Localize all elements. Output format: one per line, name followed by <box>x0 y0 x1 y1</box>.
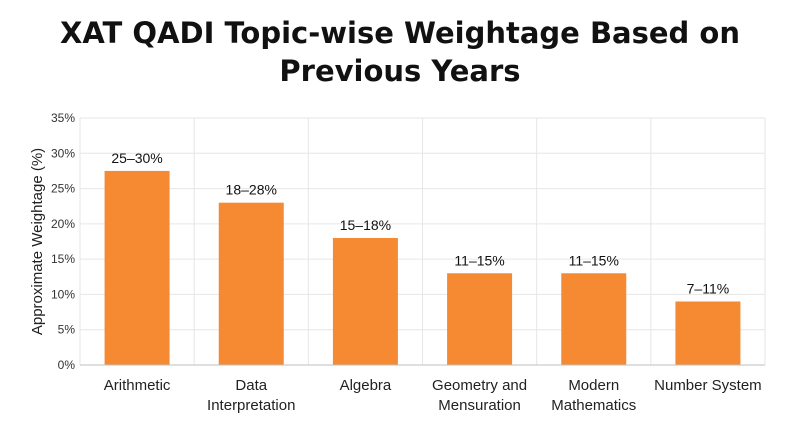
y-tick-label: 30% <box>51 146 75 160</box>
data-label: 11–15% <box>569 252 619 268</box>
y-tick-label: 0% <box>58 358 76 372</box>
y-tick-label: 15% <box>51 252 75 266</box>
x-category-label: Modern <box>568 377 619 394</box>
data-labels: 25–30% 18–28% 15–18% 11–15% 11–15% 7–11% <box>111 150 729 297</box>
x-category-label: Algebra <box>340 377 392 394</box>
x-category-label: Mathematics <box>551 397 636 414</box>
x-category-label: Geometry and <box>432 377 527 394</box>
x-category-label: Interpretation <box>207 397 295 414</box>
bar <box>104 170 170 365</box>
grid-lines <box>79 117 766 365</box>
x-axis-categories: Arithmetic Data Interpretation Algebra Geome… <box>104 377 762 414</box>
data-label: 18–28% <box>226 182 277 198</box>
chart-title: XAT QADI Topic-wise Weightage Based on P… <box>0 14 800 90</box>
data-label: 25–30% <box>111 150 162 166</box>
bar <box>447 273 513 365</box>
x-category-label: Arithmetic <box>104 377 171 394</box>
y-tick-label: 25% <box>51 182 75 196</box>
y-tick-label: 20% <box>51 217 75 231</box>
bar <box>218 202 284 365</box>
data-label: 7–11% <box>687 280 730 296</box>
chart-title-line-2: Previous Years <box>279 54 521 88</box>
y-axis-label: Approximate Weightage (%) <box>29 148 46 335</box>
x-category-label: Number System <box>654 377 762 394</box>
bar <box>675 301 741 365</box>
x-category-label: Data <box>235 377 267 394</box>
y-axis-ticks: 0% 5% 10% 15% 20% 25% 30% 35% <box>51 111 75 372</box>
data-label: 11–15% <box>454 252 504 268</box>
bar <box>561 273 627 365</box>
y-tick-label: 5% <box>58 323 76 337</box>
bar <box>332 237 398 365</box>
chart-title-line-1: XAT QADI Topic-wise Weightage Based on <box>60 16 740 50</box>
data-label: 15–18% <box>340 217 391 233</box>
y-tick-label: 10% <box>51 287 75 301</box>
y-tick-label: 35% <box>51 111 75 125</box>
x-category-label: Mensuration <box>438 397 521 414</box>
bars <box>104 170 741 365</box>
